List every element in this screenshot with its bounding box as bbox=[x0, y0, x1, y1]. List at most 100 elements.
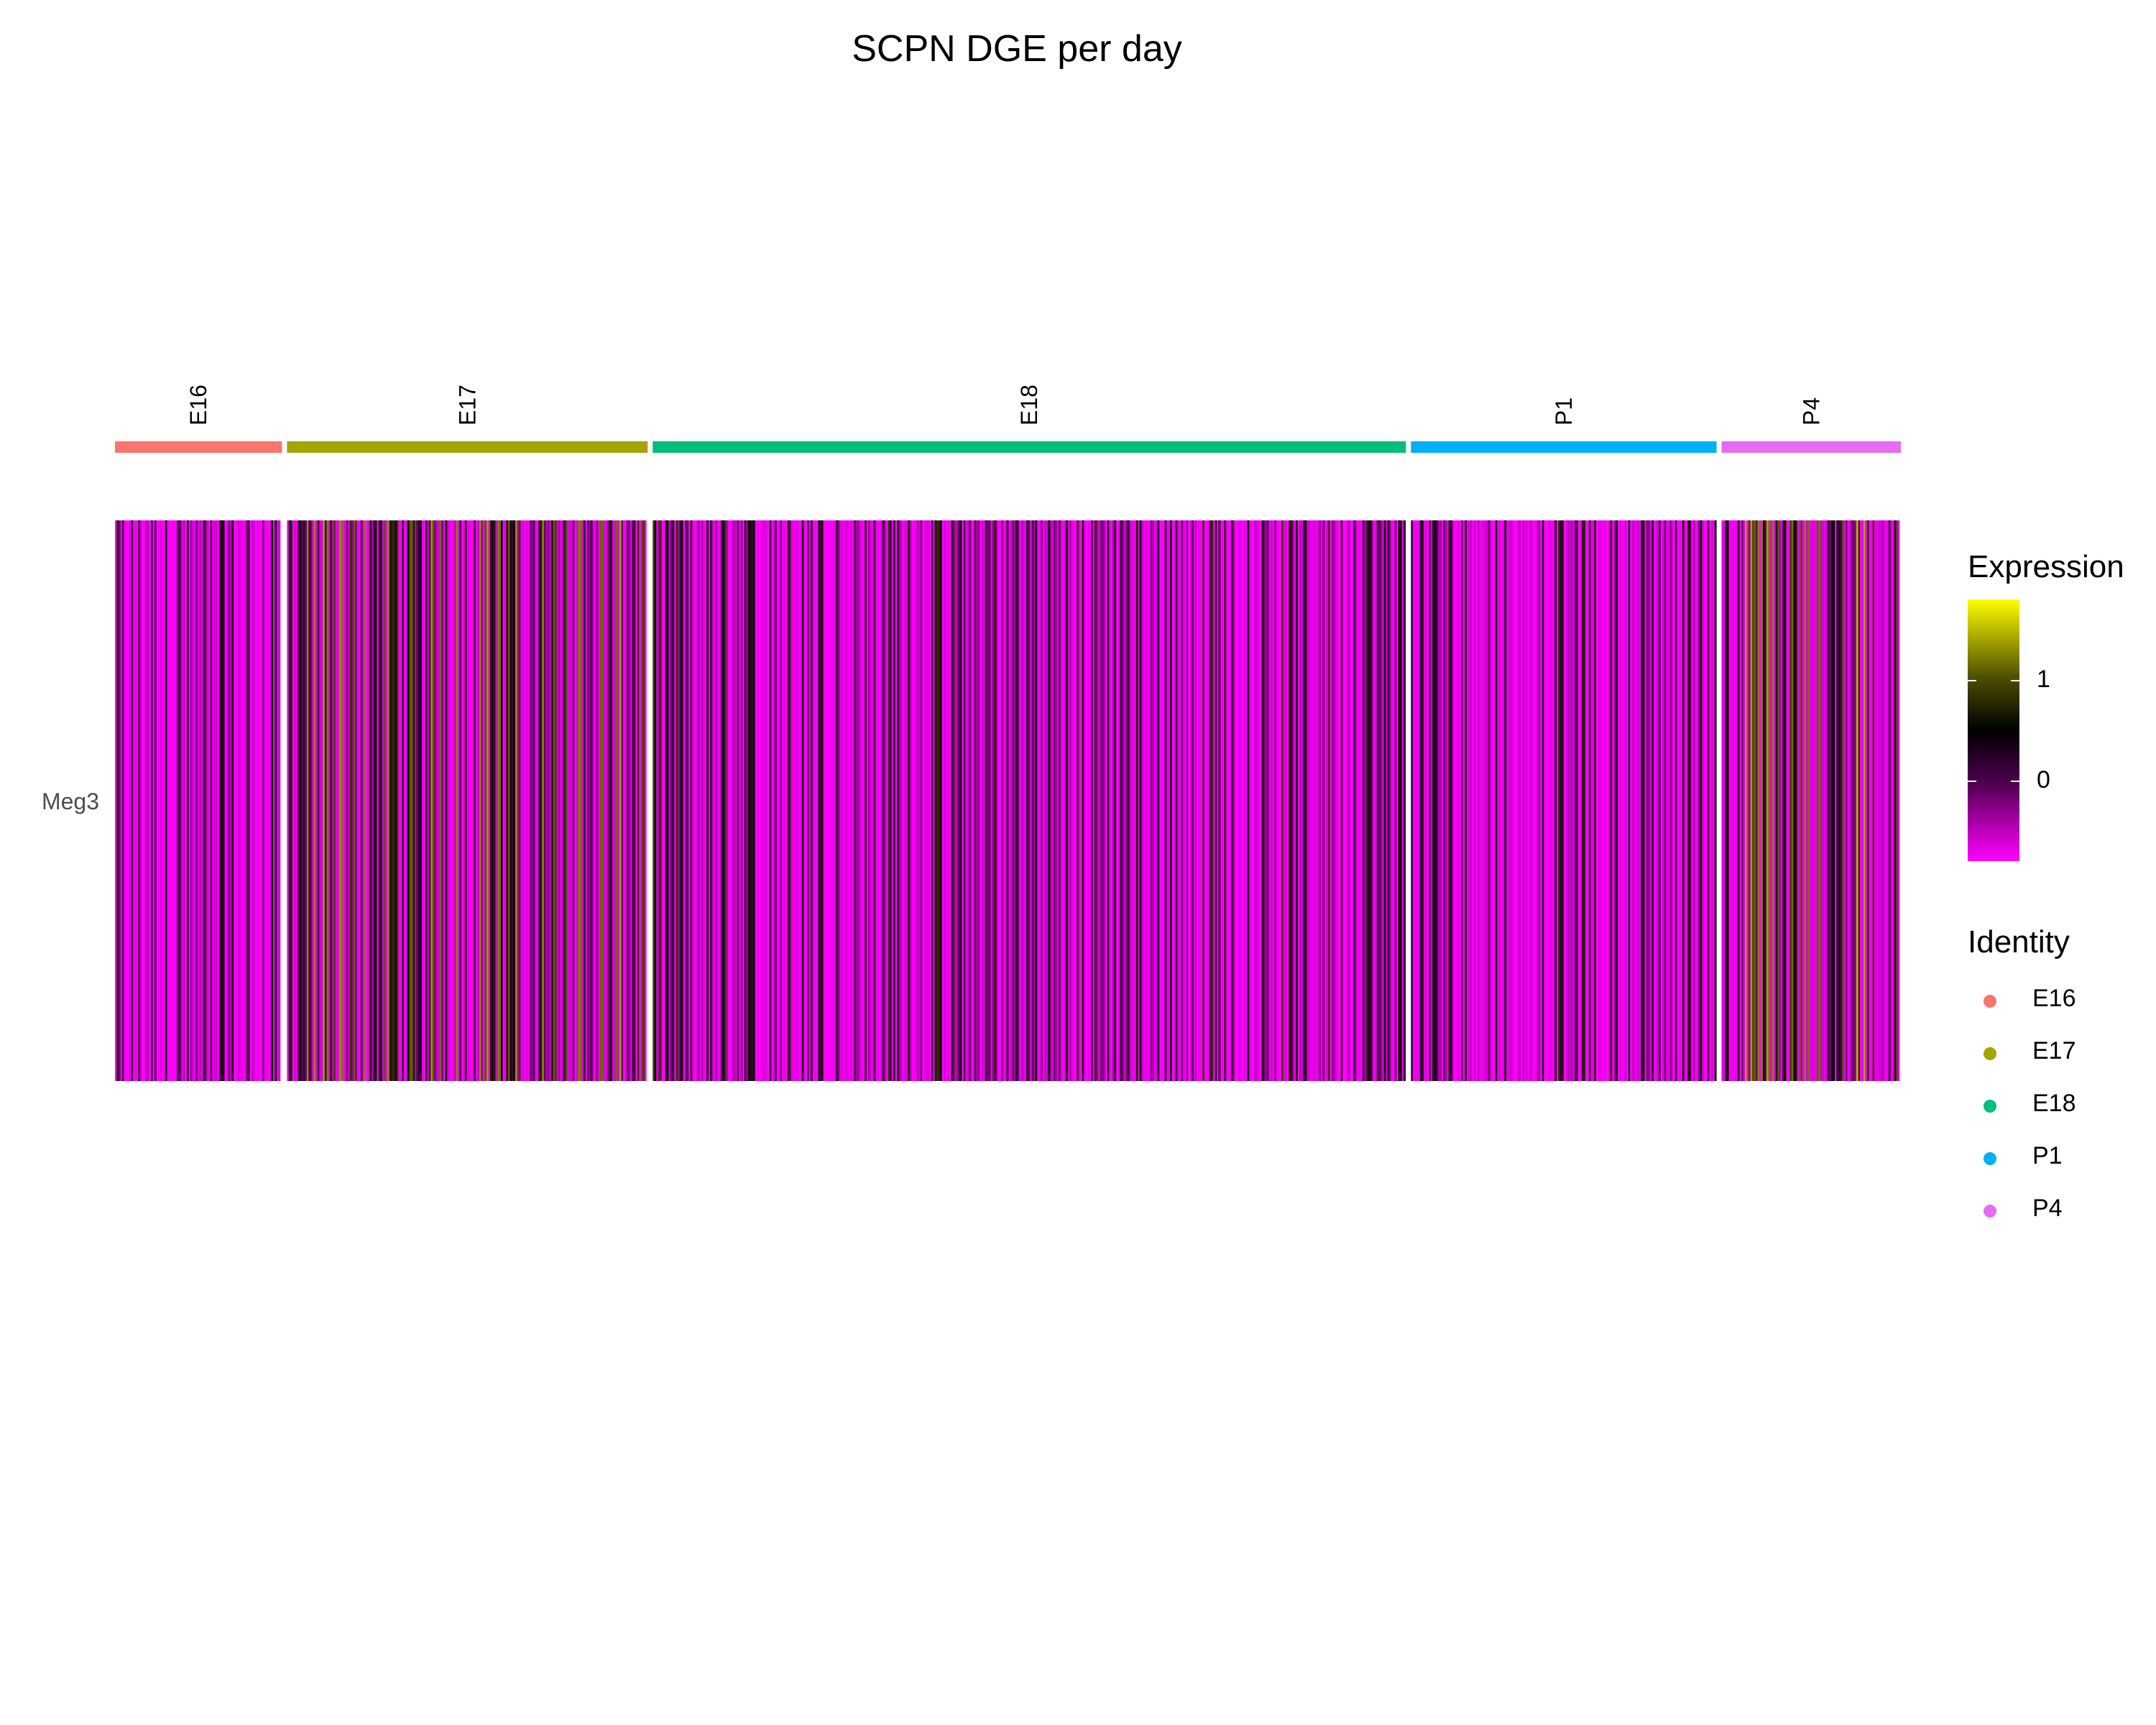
heatmap-cell bbox=[1576, 520, 1579, 1081]
legend-label: P4 bbox=[2032, 1195, 2063, 1222]
heatmap-cell bbox=[683, 520, 686, 1081]
heatmap-cell bbox=[359, 520, 361, 1081]
heatmap-cell bbox=[1698, 520, 1701, 1081]
heatmap-cell bbox=[1437, 520, 1440, 1081]
heatmap-cell bbox=[522, 520, 525, 1081]
heatmap-cell bbox=[843, 520, 845, 1081]
heatmap-cell bbox=[667, 520, 669, 1081]
heatmap-cell bbox=[180, 520, 182, 1081]
heatmap-cell bbox=[947, 520, 949, 1081]
heatmap-cell bbox=[446, 520, 449, 1081]
heatmap-cell bbox=[1838, 520, 1841, 1081]
heatmap-cell bbox=[1569, 520, 1572, 1081]
heatmap-cell bbox=[1889, 520, 1891, 1081]
heatmap-cell bbox=[617, 520, 620, 1081]
heatmap-cell bbox=[1725, 520, 1728, 1081]
heatmap-cell bbox=[423, 520, 426, 1081]
heatmap-cell bbox=[387, 520, 390, 1081]
heatmap-cell bbox=[421, 520, 424, 1081]
heatmap-cell bbox=[439, 520, 442, 1081]
heatmap-cell bbox=[900, 520, 903, 1081]
heatmap-cell bbox=[1802, 520, 1805, 1081]
heatmap-cell bbox=[1515, 520, 1518, 1081]
heatmap-cell bbox=[1200, 520, 1203, 1081]
heatmap-cell bbox=[1375, 520, 1377, 1081]
heatmap-cell bbox=[436, 520, 438, 1081]
heatmap-cell bbox=[257, 520, 259, 1081]
heatmap-cell bbox=[144, 520, 146, 1081]
heatmap-cell bbox=[1015, 520, 1018, 1081]
heatmap-cell bbox=[303, 520, 305, 1081]
heatmap-cell bbox=[1642, 520, 1645, 1081]
heatmap-cell bbox=[1598, 520, 1600, 1081]
heatmap-cell bbox=[697, 520, 700, 1081]
heatmap-cell bbox=[789, 520, 791, 1081]
heatmap-cell bbox=[341, 520, 344, 1081]
heatmap-cell bbox=[438, 520, 441, 1081]
heatmap-cell bbox=[1213, 520, 1215, 1081]
heatmap-cell bbox=[1581, 520, 1584, 1081]
heatmap-cell bbox=[504, 520, 507, 1081]
heatmap-cell bbox=[1799, 520, 1801, 1081]
group-bar-p1 bbox=[1411, 441, 1717, 453]
heatmap-cell bbox=[1687, 520, 1690, 1081]
heatmap-cell bbox=[594, 520, 596, 1081]
heatmap-cell bbox=[158, 520, 160, 1081]
heatmap-cell bbox=[1871, 520, 1873, 1081]
heatmap-cell bbox=[615, 520, 618, 1081]
heatmap-cell bbox=[1254, 520, 1257, 1081]
heatmap-cell bbox=[1784, 520, 1787, 1081]
heatmap-cell bbox=[941, 520, 944, 1081]
heatmap-cell bbox=[671, 520, 673, 1081]
heatmap-cell bbox=[1624, 520, 1627, 1081]
heatmap-cell bbox=[1368, 520, 1370, 1081]
heatmap-cell bbox=[535, 520, 538, 1081]
heatmap-cell bbox=[326, 520, 329, 1081]
heatmap-cell bbox=[470, 520, 473, 1081]
heatmap-cell bbox=[1641, 520, 1644, 1081]
heatmap-cell bbox=[1876, 520, 1879, 1081]
heatmap-cell bbox=[468, 520, 471, 1081]
heatmap-cell bbox=[1153, 520, 1156, 1081]
heatmap-cell bbox=[377, 520, 379, 1081]
heatmap-cell bbox=[857, 520, 860, 1081]
heatmap-cell bbox=[1181, 520, 1183, 1081]
heatmap-cell bbox=[633, 520, 636, 1081]
heatmap-cell bbox=[981, 520, 984, 1081]
heatmap-cell bbox=[1260, 520, 1262, 1081]
heatmap-cell bbox=[585, 520, 588, 1081]
heatmap-cell bbox=[883, 520, 885, 1081]
heatmap-cell bbox=[443, 520, 446, 1081]
heatmap-cell bbox=[1059, 520, 1061, 1081]
heatmap-cell bbox=[1637, 520, 1640, 1081]
heatmap-cell bbox=[884, 520, 887, 1081]
heatmap-cell bbox=[212, 520, 214, 1081]
heatmap-cell bbox=[242, 520, 245, 1081]
heatmap-cell bbox=[1738, 520, 1740, 1081]
heatmap-cell bbox=[1495, 520, 1498, 1081]
heatmap-cell bbox=[771, 520, 773, 1081]
heatmap-cell bbox=[348, 520, 351, 1081]
heatmap-cell bbox=[1562, 520, 1565, 1081]
heatmap-cell bbox=[1513, 520, 1516, 1081]
colorbar-tick-right bbox=[2011, 680, 2019, 681]
heatmap-block-e16 bbox=[115, 520, 281, 1081]
heatmap-cell bbox=[1498, 520, 1501, 1081]
heatmap-cell bbox=[1085, 520, 1088, 1081]
heatmap-cell bbox=[962, 520, 964, 1081]
heatmap-cell bbox=[305, 520, 308, 1081]
heatmap-cell bbox=[949, 520, 952, 1081]
heatmap-cell bbox=[246, 520, 249, 1081]
heatmap-cell bbox=[1810, 520, 1812, 1081]
legend-dot-icon bbox=[1984, 995, 1996, 1008]
heatmap-cell bbox=[1299, 520, 1302, 1081]
heatmap-cell bbox=[1211, 520, 1214, 1081]
heatmap-cell bbox=[1522, 520, 1525, 1081]
heatmap-cell bbox=[500, 520, 503, 1081]
heatmap-cell bbox=[402, 520, 405, 1081]
heatmap-cell bbox=[1763, 520, 1765, 1081]
heatmap-cell bbox=[510, 520, 512, 1081]
group-bar-e18 bbox=[653, 441, 1406, 453]
heatmap-cell bbox=[710, 520, 712, 1081]
heatmap-cell bbox=[1854, 520, 1857, 1081]
